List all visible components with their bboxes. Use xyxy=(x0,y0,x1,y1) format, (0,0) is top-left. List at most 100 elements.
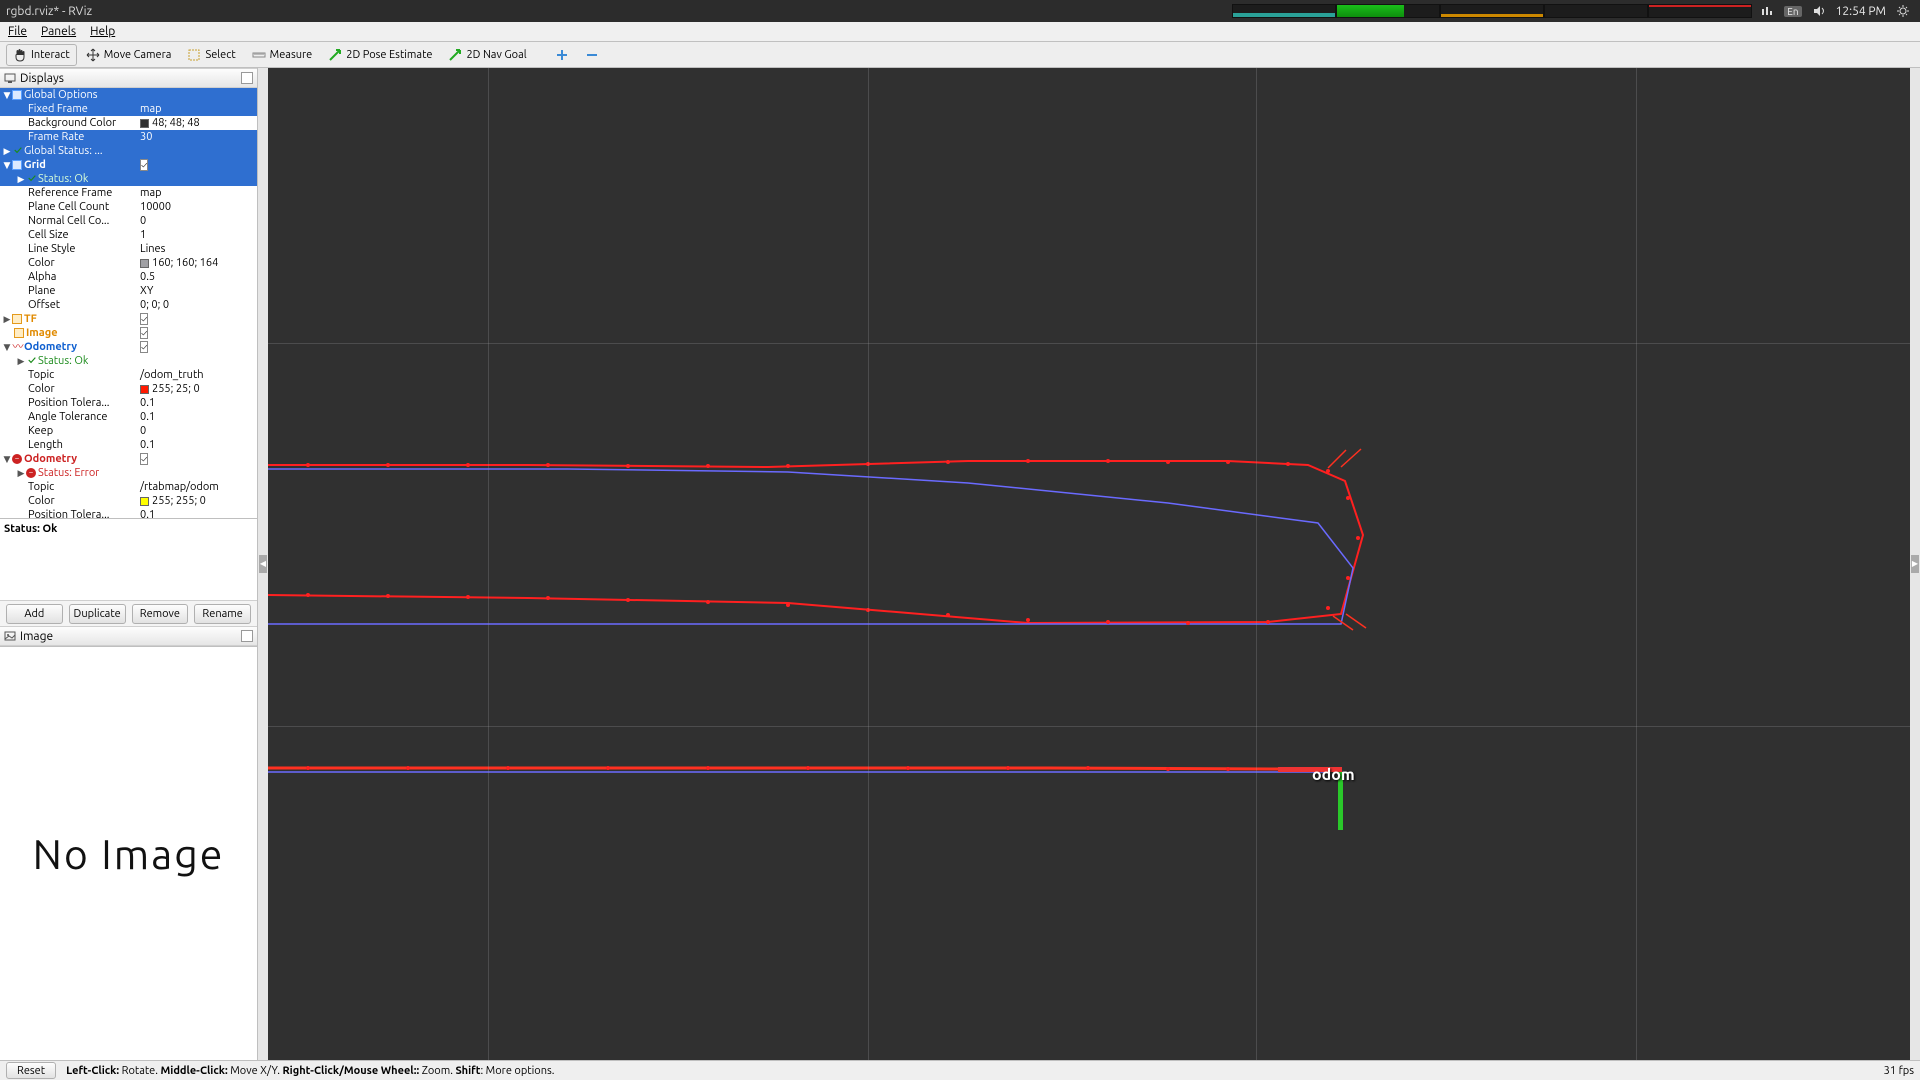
image-panel-title: Image xyxy=(20,630,53,643)
measure-icon xyxy=(252,48,266,62)
odo1-checkbox[interactable]: ✓ xyxy=(140,341,148,353)
move-icon xyxy=(86,48,100,62)
tree-odo1-status[interactable]: Status: Ok xyxy=(38,354,88,368)
tree-global-status[interactable]: Global Status: ... xyxy=(24,144,103,158)
arrow-green-icon xyxy=(448,48,462,62)
remove-button[interactable]: Remove xyxy=(132,604,189,624)
error-icon: − xyxy=(12,454,22,464)
odometry-icon: 〰 xyxy=(12,340,24,354)
image-checkbox[interactable]: ✓ xyxy=(140,327,148,339)
prop-plane-cell-count[interactable]: Plane Cell Count xyxy=(28,200,109,214)
prop-cell-size[interactable]: Cell Size xyxy=(28,228,69,242)
check-icon: ✓ xyxy=(12,144,24,158)
prop-bg-color[interactable]: Background Color xyxy=(28,116,116,130)
tool-nav-label: 2D Nav Goal xyxy=(466,49,526,61)
tf-checkbox[interactable]: ✓ xyxy=(140,313,148,325)
trajectory-overlay xyxy=(268,68,1910,1060)
hint-text: Left-Click: Rotate. Middle-Click: Move X… xyxy=(66,1065,554,1077)
system-titlebar: rgbd.rviz* - RViz En 12:54 PM xyxy=(0,0,1920,22)
tree-odo2-status[interactable]: Status: Error xyxy=(38,466,99,480)
tree-grid[interactable]: Grid xyxy=(24,158,46,172)
grid-icon xyxy=(12,160,22,170)
prop-odo1-len[interactable]: Length xyxy=(28,438,63,452)
rename-button[interactable]: Rename xyxy=(194,604,251,624)
prop-odo1-topic[interactable]: Topic xyxy=(28,368,54,382)
tool-pose-label: 2D Pose Estimate xyxy=(346,49,432,61)
menu-help[interactable]: Help xyxy=(90,25,115,38)
splitter-right[interactable]: ▶ xyxy=(1910,68,1920,1060)
prop-odo1-keep[interactable]: Keep xyxy=(28,424,53,438)
tool-nav-goal[interactable]: 2D Nav Goal xyxy=(441,44,533,66)
tree-odometry-2[interactable]: Odometry xyxy=(24,452,77,466)
select-icon xyxy=(187,48,201,62)
grid-checkbox[interactable]: ✓ xyxy=(140,159,148,171)
tool-measure[interactable]: Measure xyxy=(245,44,320,66)
minus-icon xyxy=(585,48,599,62)
tree-image[interactable]: Image xyxy=(26,326,58,340)
fps-text: 31 fps xyxy=(1884,1065,1914,1077)
tool-plus[interactable] xyxy=(548,44,576,66)
collapse-arrow-icon[interactable]: ▶ xyxy=(1911,555,1919,573)
displays-title: Displays xyxy=(20,72,64,85)
prop-frame-rate[interactable]: Frame Rate xyxy=(28,130,84,144)
displays-tree[interactable]: ▼Global Options Fixed Framemap Backgroun… xyxy=(0,88,257,518)
collapse-arrow-icon[interactable]: ◀ xyxy=(259,555,267,573)
image-icon xyxy=(14,328,24,338)
hand-icon xyxy=(13,48,27,62)
tree-global-options[interactable]: Global Options xyxy=(24,88,98,102)
tool-move-camera[interactable]: Move Camera xyxy=(79,44,179,66)
prop-grid-color[interactable]: Color xyxy=(28,256,55,270)
tf-icon xyxy=(12,314,22,324)
prop-line-style[interactable]: Line Style xyxy=(28,242,76,256)
odo2-checkbox[interactable]: ✓ xyxy=(140,453,148,465)
prop-fixed-frame[interactable]: Fixed Frame xyxy=(28,102,88,116)
prop-plane[interactable]: Plane xyxy=(28,284,56,298)
image-panel-icon xyxy=(4,630,16,642)
tree-odometry-1[interactable]: Odometry xyxy=(24,340,77,354)
sys-graphs xyxy=(1232,4,1752,18)
prop-offset[interactable]: Offset xyxy=(28,298,60,312)
window-title: rgbd.rviz* - RViz xyxy=(0,5,92,18)
folder-icon xyxy=(12,90,22,100)
clock[interactable]: 12:54 PM xyxy=(1836,5,1886,18)
prop-odo1-pt[interactable]: Position Tolera... xyxy=(28,396,109,410)
image-panel: No Image xyxy=(0,646,257,1060)
tool-interact[interactable]: Interact xyxy=(6,44,77,66)
status-bar: Reset Left-Click: Rotate. Middle-Click: … xyxy=(0,1060,1920,1080)
tree-tf[interactable]: TF xyxy=(24,312,37,326)
tool-pose-estimate[interactable]: 2D Pose Estimate xyxy=(321,44,439,66)
panel-float-icon[interactable] xyxy=(241,630,253,642)
network-icon[interactable] xyxy=(1760,4,1774,18)
plus-icon xyxy=(555,48,569,62)
status-description: Status: Ok xyxy=(0,518,257,600)
toolbar: Interact Move Camera Select Measure 2D P… xyxy=(0,42,1920,68)
menu-file[interactable]: File xyxy=(8,25,27,38)
add-button[interactable]: Add xyxy=(6,604,63,624)
prop-odo1-color[interactable]: Color xyxy=(28,382,55,396)
3d-view[interactable]: odom xyxy=(268,68,1910,1060)
lang-indicator[interactable]: En xyxy=(1784,6,1801,17)
no-image-text: No Image xyxy=(33,831,225,877)
gear-icon[interactable] xyxy=(1896,4,1910,18)
prop-ref-frame[interactable]: Reference Frame xyxy=(28,186,112,200)
prop-odo2-pt[interactable]: Position Tolera... xyxy=(28,508,109,518)
prop-alpha[interactable]: Alpha xyxy=(28,270,56,284)
prop-normal-cell-count[interactable]: Normal Cell Co... xyxy=(28,214,109,228)
splitter-left[interactable]: ◀ xyxy=(258,68,268,1060)
displays-header[interactable]: Displays xyxy=(0,68,257,88)
tool-move-label: Move Camera xyxy=(104,49,172,61)
tool-select[interactable]: Select xyxy=(180,44,242,66)
reset-button[interactable]: Reset xyxy=(6,1062,56,1079)
panel-float-icon[interactable] xyxy=(241,72,253,84)
prop-odo2-topic[interactable]: Topic xyxy=(28,480,54,494)
prop-odo2-color[interactable]: Color xyxy=(28,494,55,508)
tool-minus[interactable] xyxy=(578,44,606,66)
duplicate-button[interactable]: Duplicate xyxy=(69,604,126,624)
menu-panels[interactable]: Panels xyxy=(41,25,76,38)
error-icon: − xyxy=(26,468,36,478)
prop-odo1-at[interactable]: Angle Tolerance xyxy=(28,410,107,424)
sound-icon[interactable] xyxy=(1812,4,1826,18)
tf-frame-label: odom xyxy=(1312,766,1355,784)
image-panel-header[interactable]: Image xyxy=(0,626,257,646)
tree-grid-status[interactable]: Status: Ok xyxy=(38,172,88,186)
